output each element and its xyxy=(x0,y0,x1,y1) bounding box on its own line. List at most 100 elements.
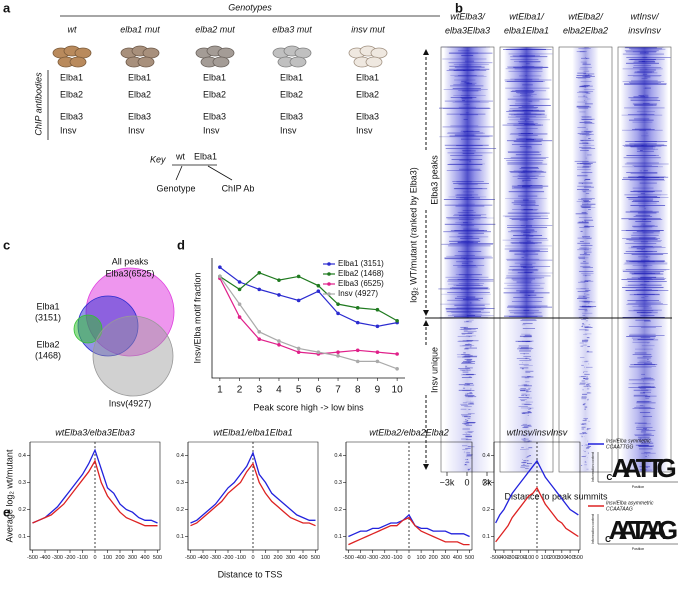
table-cell: Elba3 xyxy=(280,111,303,121)
data-point xyxy=(355,348,360,353)
heatmap-bg xyxy=(503,318,550,472)
x-tick-label: -500 xyxy=(490,555,501,561)
x-tick-label: 10 xyxy=(392,385,404,396)
heatmap-header: elba2Elba2 xyxy=(563,25,608,35)
logo-letter: T xyxy=(636,453,652,483)
data-point xyxy=(257,330,262,334)
x-tick-label: -400 xyxy=(197,555,208,561)
data-point xyxy=(316,289,321,294)
table-cell: Elba1 xyxy=(356,72,379,82)
heatmap-frame xyxy=(617,46,672,473)
data-point xyxy=(296,346,301,351)
heatmap-bg xyxy=(443,318,492,472)
logo-axis xyxy=(597,452,678,483)
heatmap-header: wtInsv/ xyxy=(630,11,660,21)
x-tick-label: -100 xyxy=(235,555,246,561)
data-point xyxy=(257,287,262,292)
heatmap-header: wtElba3/ xyxy=(450,11,486,21)
heatmap-frame xyxy=(499,46,554,473)
venn-label: Elba2 xyxy=(36,339,59,349)
table-cell: Elba3 xyxy=(60,111,83,121)
axis-line xyxy=(29,442,160,551)
logo-letter: A xyxy=(639,515,658,545)
x-tick-label: 400 xyxy=(140,555,149,561)
axis-label: Distance to peak summits xyxy=(504,491,608,501)
x-tick-label: 0 xyxy=(93,555,96,561)
heatmap-bg xyxy=(572,47,599,318)
logo-letter: T xyxy=(647,453,663,483)
x-tick-label: -100 xyxy=(77,555,88,561)
data-point xyxy=(355,306,360,310)
x-tick-label: 500 xyxy=(465,555,474,561)
x-tick-label: 100 xyxy=(541,555,550,561)
axis-line xyxy=(345,442,472,551)
legend-marker xyxy=(327,282,331,286)
y-tick-label: 0.4 xyxy=(482,453,490,459)
x-tick-label: -300 xyxy=(52,555,63,561)
legend-label: Insv (4927) xyxy=(338,289,378,298)
series-line xyxy=(219,276,398,370)
series-line xyxy=(495,486,579,543)
x-tick-label: 400 xyxy=(298,555,307,561)
axis-line xyxy=(211,258,405,379)
data-point xyxy=(237,280,242,284)
logo-letter: A xyxy=(609,515,628,545)
data-point xyxy=(277,339,281,343)
key-genotype: wt xyxy=(175,151,185,161)
data-point xyxy=(316,350,321,354)
data-point xyxy=(237,315,242,319)
axis-label: log₂ WT/mutant (ranked by Elba3) xyxy=(408,167,418,303)
x-tick-label: 0 xyxy=(251,555,254,561)
data-point xyxy=(277,342,281,347)
series-line xyxy=(190,462,316,527)
venn-title: All peaks xyxy=(112,256,149,266)
y-tick-label: 0.1 xyxy=(482,534,490,540)
venn-label: Elba3(6525) xyxy=(105,268,154,278)
logo-letter: A xyxy=(623,453,642,483)
x-tick-label: -400 xyxy=(355,555,366,561)
logo-letter: A xyxy=(611,453,630,483)
x-tick-label: 400 xyxy=(453,555,462,561)
logo-letter: C xyxy=(607,473,613,482)
genotype-label: elba1 mut xyxy=(120,24,160,34)
series-line xyxy=(190,450,316,524)
data-point xyxy=(355,359,360,364)
table-cell: Elba2 xyxy=(128,89,151,99)
series-line xyxy=(219,272,398,322)
table-cell: Elba1 xyxy=(203,72,226,82)
series-line xyxy=(495,459,579,524)
data-point xyxy=(336,302,340,306)
table-cell: Insv xyxy=(203,125,220,135)
axis-line xyxy=(493,442,580,551)
logo-letter: C xyxy=(605,535,611,544)
axis-label: Insv/Elba motif fraction xyxy=(192,272,202,363)
x-tick-label: -200 xyxy=(379,555,390,561)
x-tick-label: 1 xyxy=(217,385,223,396)
table-cell: Elba1 xyxy=(280,72,303,82)
data-point xyxy=(375,307,380,312)
cell-icon xyxy=(217,47,235,59)
data-point xyxy=(237,302,242,306)
x-tick-label: -200 xyxy=(222,555,233,561)
logo-legend: Insv/Elba symmetric xyxy=(606,438,651,444)
legend-label: Elba2 (1468) xyxy=(338,269,384,278)
venn-set xyxy=(92,315,174,397)
logo-letter: G xyxy=(656,453,676,483)
data-point xyxy=(375,350,380,354)
genotype-label: insv mut xyxy=(351,24,385,34)
x-tick-label: −3k xyxy=(440,477,455,487)
genotype-label: elba2 mut xyxy=(195,24,235,34)
axis-line xyxy=(187,442,318,551)
y-tick-label: 0.3 xyxy=(482,480,490,486)
panel-label: b xyxy=(455,0,463,15)
genotype-label: wt xyxy=(68,24,77,34)
venn-label: (3151) xyxy=(35,312,61,322)
legend-marker xyxy=(327,292,331,296)
y-tick-label: 0.4 xyxy=(176,453,184,459)
venn-label: Elba1 xyxy=(36,301,59,311)
key-genotype-label: Genotype xyxy=(156,183,195,193)
cell-icon xyxy=(294,47,312,59)
heatmap-frame xyxy=(440,46,495,473)
cell-icon xyxy=(212,56,230,68)
x-tick-label: -300 xyxy=(210,555,221,561)
